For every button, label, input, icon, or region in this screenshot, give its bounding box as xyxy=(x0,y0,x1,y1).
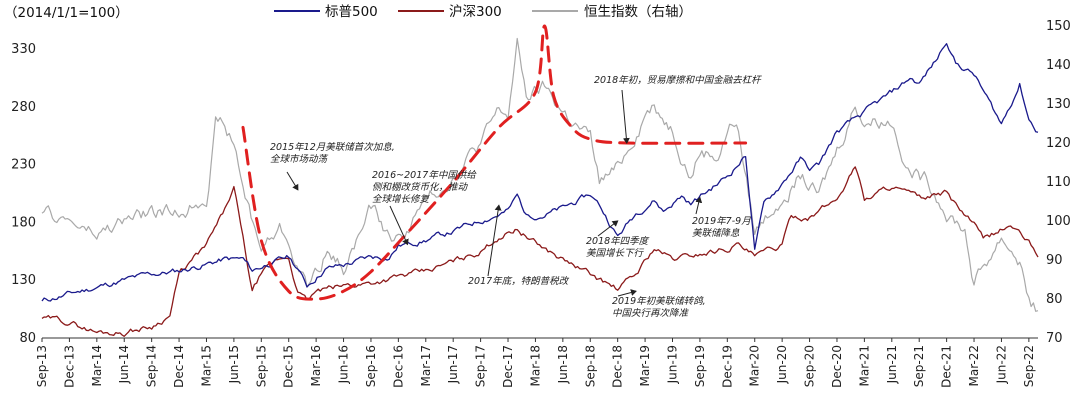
x-tick-label: Sep-14 xyxy=(145,345,159,387)
annotation-arrow-taxcut xyxy=(487,204,502,277)
y-right-tick-label: 130 xyxy=(1046,97,1071,112)
annotation-supply: 侧和棚改货币化，推动 xyxy=(372,181,469,193)
y-right-tick-label: 120 xyxy=(1046,136,1071,151)
y-left-tick-label: 180 xyxy=(11,215,36,230)
annotation-arrow-supply xyxy=(389,205,409,246)
x-tick-label: Mar-14 xyxy=(90,345,104,386)
annotation-trade: 2018年初，贸易摩擦和中国金融去杠杆 xyxy=(594,74,762,86)
annotation-arrow-fedcut xyxy=(695,196,703,215)
x-tick-label: Jun-22 xyxy=(994,345,1008,384)
x-tick-label: Sep-22 xyxy=(1022,345,1036,387)
legend-hs300-label: 沪深300 xyxy=(449,4,502,20)
x-tick-label: Sep-20 xyxy=(803,345,817,387)
y-left-tick-label: 280 xyxy=(11,100,36,115)
x-tick-label: Dec-14 xyxy=(172,345,186,388)
x-tick-label: Jun-14 xyxy=(117,345,131,384)
x-tick-label: Mar-19 xyxy=(638,345,652,386)
trend-dashed-line xyxy=(241,24,748,301)
annotation-taxcut: 2017年底，特朗普税改 xyxy=(468,275,570,287)
x-tick-label: Jun-19 xyxy=(665,345,679,384)
series-layer xyxy=(41,37,1039,337)
x-tick-label: Mar-18 xyxy=(528,345,542,386)
x-tick-label: Jun-21 xyxy=(885,345,899,384)
x-tick-label: Dec-15 xyxy=(282,345,296,388)
x-tick-label: Dec-13 xyxy=(62,345,76,388)
x-tick-label: Sep-18 xyxy=(583,345,597,387)
x-tick-label: Dec-18 xyxy=(611,345,625,388)
y-axis-right: 70 80 90 100 110 120 130 140 150 xyxy=(1046,19,1071,346)
x-tick-label: Dec-16 xyxy=(391,345,405,388)
annotation-q4: 美国增长下行 xyxy=(586,247,645,259)
x-tick-label: Sep-13 xyxy=(35,345,49,387)
legend: 标普500 沪深300 恒生指数（右轴） xyxy=(274,4,692,20)
x-tick-label: Jun-16 xyxy=(337,345,351,384)
y-right-tick-label: 140 xyxy=(1046,58,1071,73)
x-tick-label: Sep-19 xyxy=(693,345,707,387)
y-right-tick-label: 90 xyxy=(1046,253,1063,268)
x-tick-label: Mar-16 xyxy=(309,345,323,386)
x-tick-label: Sep-21 xyxy=(912,345,926,387)
y-left-tick-label: 230 xyxy=(11,158,36,173)
base-label: （2014/1/1=100） xyxy=(4,5,129,21)
annotation-supply: 全球增长修复 xyxy=(372,193,431,205)
y-right-tick-label: 150 xyxy=(1046,19,1071,34)
x-tick-label: Dec-20 xyxy=(830,345,844,388)
x-tick-label: Mar-15 xyxy=(199,345,213,386)
x-tick-label: Mar-20 xyxy=(748,345,762,386)
x-tick-label: Jun-17 xyxy=(446,345,460,384)
x-tick-label: Dec-19 xyxy=(720,345,734,388)
x-tick-label: Sep-17 xyxy=(474,345,488,387)
annotation-arrow-q4 xyxy=(597,220,619,237)
annotation-fedcut: 2019年7-9月 xyxy=(692,215,751,227)
annotation-q4: 2018年四季度 xyxy=(586,235,650,247)
annotation-fed2015: 全球市场动荡 xyxy=(270,153,329,165)
annotation-arrow-fed2015 xyxy=(286,171,299,191)
x-tick-label: Jun-18 xyxy=(556,345,570,384)
annotation-arrow-trade xyxy=(621,89,630,144)
series-line-hsi xyxy=(41,37,1039,312)
x-tick-label: Mar-21 xyxy=(857,345,871,386)
x-tick-label: Mar-17 xyxy=(419,345,433,386)
x-tick-label: Mar-22 xyxy=(967,345,981,386)
annotation-fedcut: 美联储降息 xyxy=(692,227,740,239)
x-axis: Sep-13 Dec-13 Mar-14 Jun-14 Sep-14 Dec-14 Mar-… xyxy=(35,338,1036,388)
annotation-arrow-pboc xyxy=(617,289,637,297)
legend-hsi-label: 恒生指数（右轴） xyxy=(584,4,692,20)
series-line-sp500 xyxy=(41,43,1039,302)
y-right-tick-label: 70 xyxy=(1046,331,1063,346)
annotation-layer: 2015年12月美联储首次加息,全球市场动荡 2016~2017年中国供给侧和棚改… xyxy=(270,74,762,319)
y-right-tick-label: 110 xyxy=(1046,175,1071,190)
x-tick-label: Jun-20 xyxy=(775,345,789,384)
y-axis-left: 80 130 180 230 280 330 xyxy=(11,42,36,346)
x-tick-label: Dec-21 xyxy=(940,345,954,388)
x-tick-label: Sep-16 xyxy=(364,345,378,387)
y-right-tick-label: 100 xyxy=(1046,214,1071,229)
y-left-tick-label: 130 xyxy=(11,273,36,288)
trend-layer xyxy=(241,24,748,301)
y-right-tick-label: 80 xyxy=(1046,292,1063,307)
y-left-tick-label: 80 xyxy=(19,331,36,346)
x-tick-label: Jun-15 xyxy=(227,345,241,384)
annotation-supply: 2016~2017年中国供给 xyxy=(372,169,477,181)
annotation-fed2015: 2015年12月美联储首次加息, xyxy=(270,141,395,153)
legend-sp500-label: 标普500 xyxy=(325,4,378,20)
x-tick-label: Sep-15 xyxy=(254,345,268,387)
y-left-tick-label: 330 xyxy=(11,42,36,57)
x-tick-label: Dec-17 xyxy=(501,345,515,388)
annotation-pboc: 2019年初美联储转鸽, xyxy=(612,295,706,307)
annotation-pboc: 中国央行再次降准 xyxy=(612,308,690,319)
series-line-hs300 xyxy=(41,166,1039,337)
